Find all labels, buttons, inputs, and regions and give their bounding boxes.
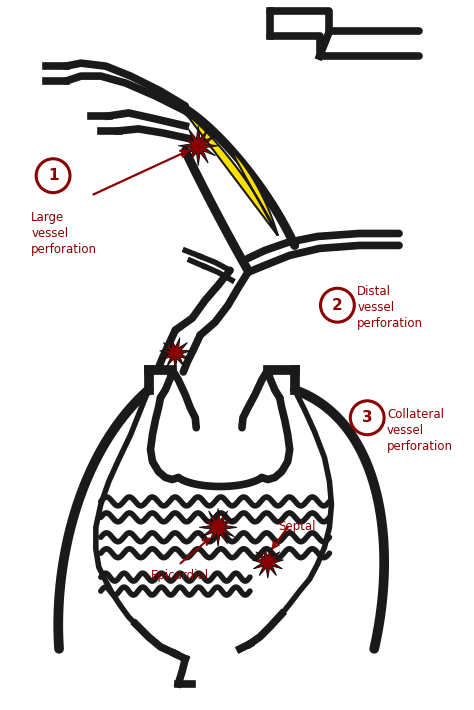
Polygon shape — [252, 547, 283, 578]
Polygon shape — [185, 113, 278, 236]
Polygon shape — [178, 126, 218, 165]
Text: Distal
vessel
perforation: Distal vessel perforation — [357, 285, 423, 330]
Text: 2: 2 — [332, 297, 343, 312]
Polygon shape — [160, 338, 191, 369]
Text: Large
vessel
perforation: Large vessel perforation — [31, 211, 97, 256]
Text: Septal: Septal — [278, 520, 315, 533]
Polygon shape — [199, 508, 237, 546]
Text: Collateral
vessel
perforation: Collateral vessel perforation — [387, 408, 453, 453]
Text: 1: 1 — [48, 168, 58, 183]
Text: 3: 3 — [362, 410, 373, 425]
Text: Epicardial: Epicardial — [151, 569, 209, 582]
